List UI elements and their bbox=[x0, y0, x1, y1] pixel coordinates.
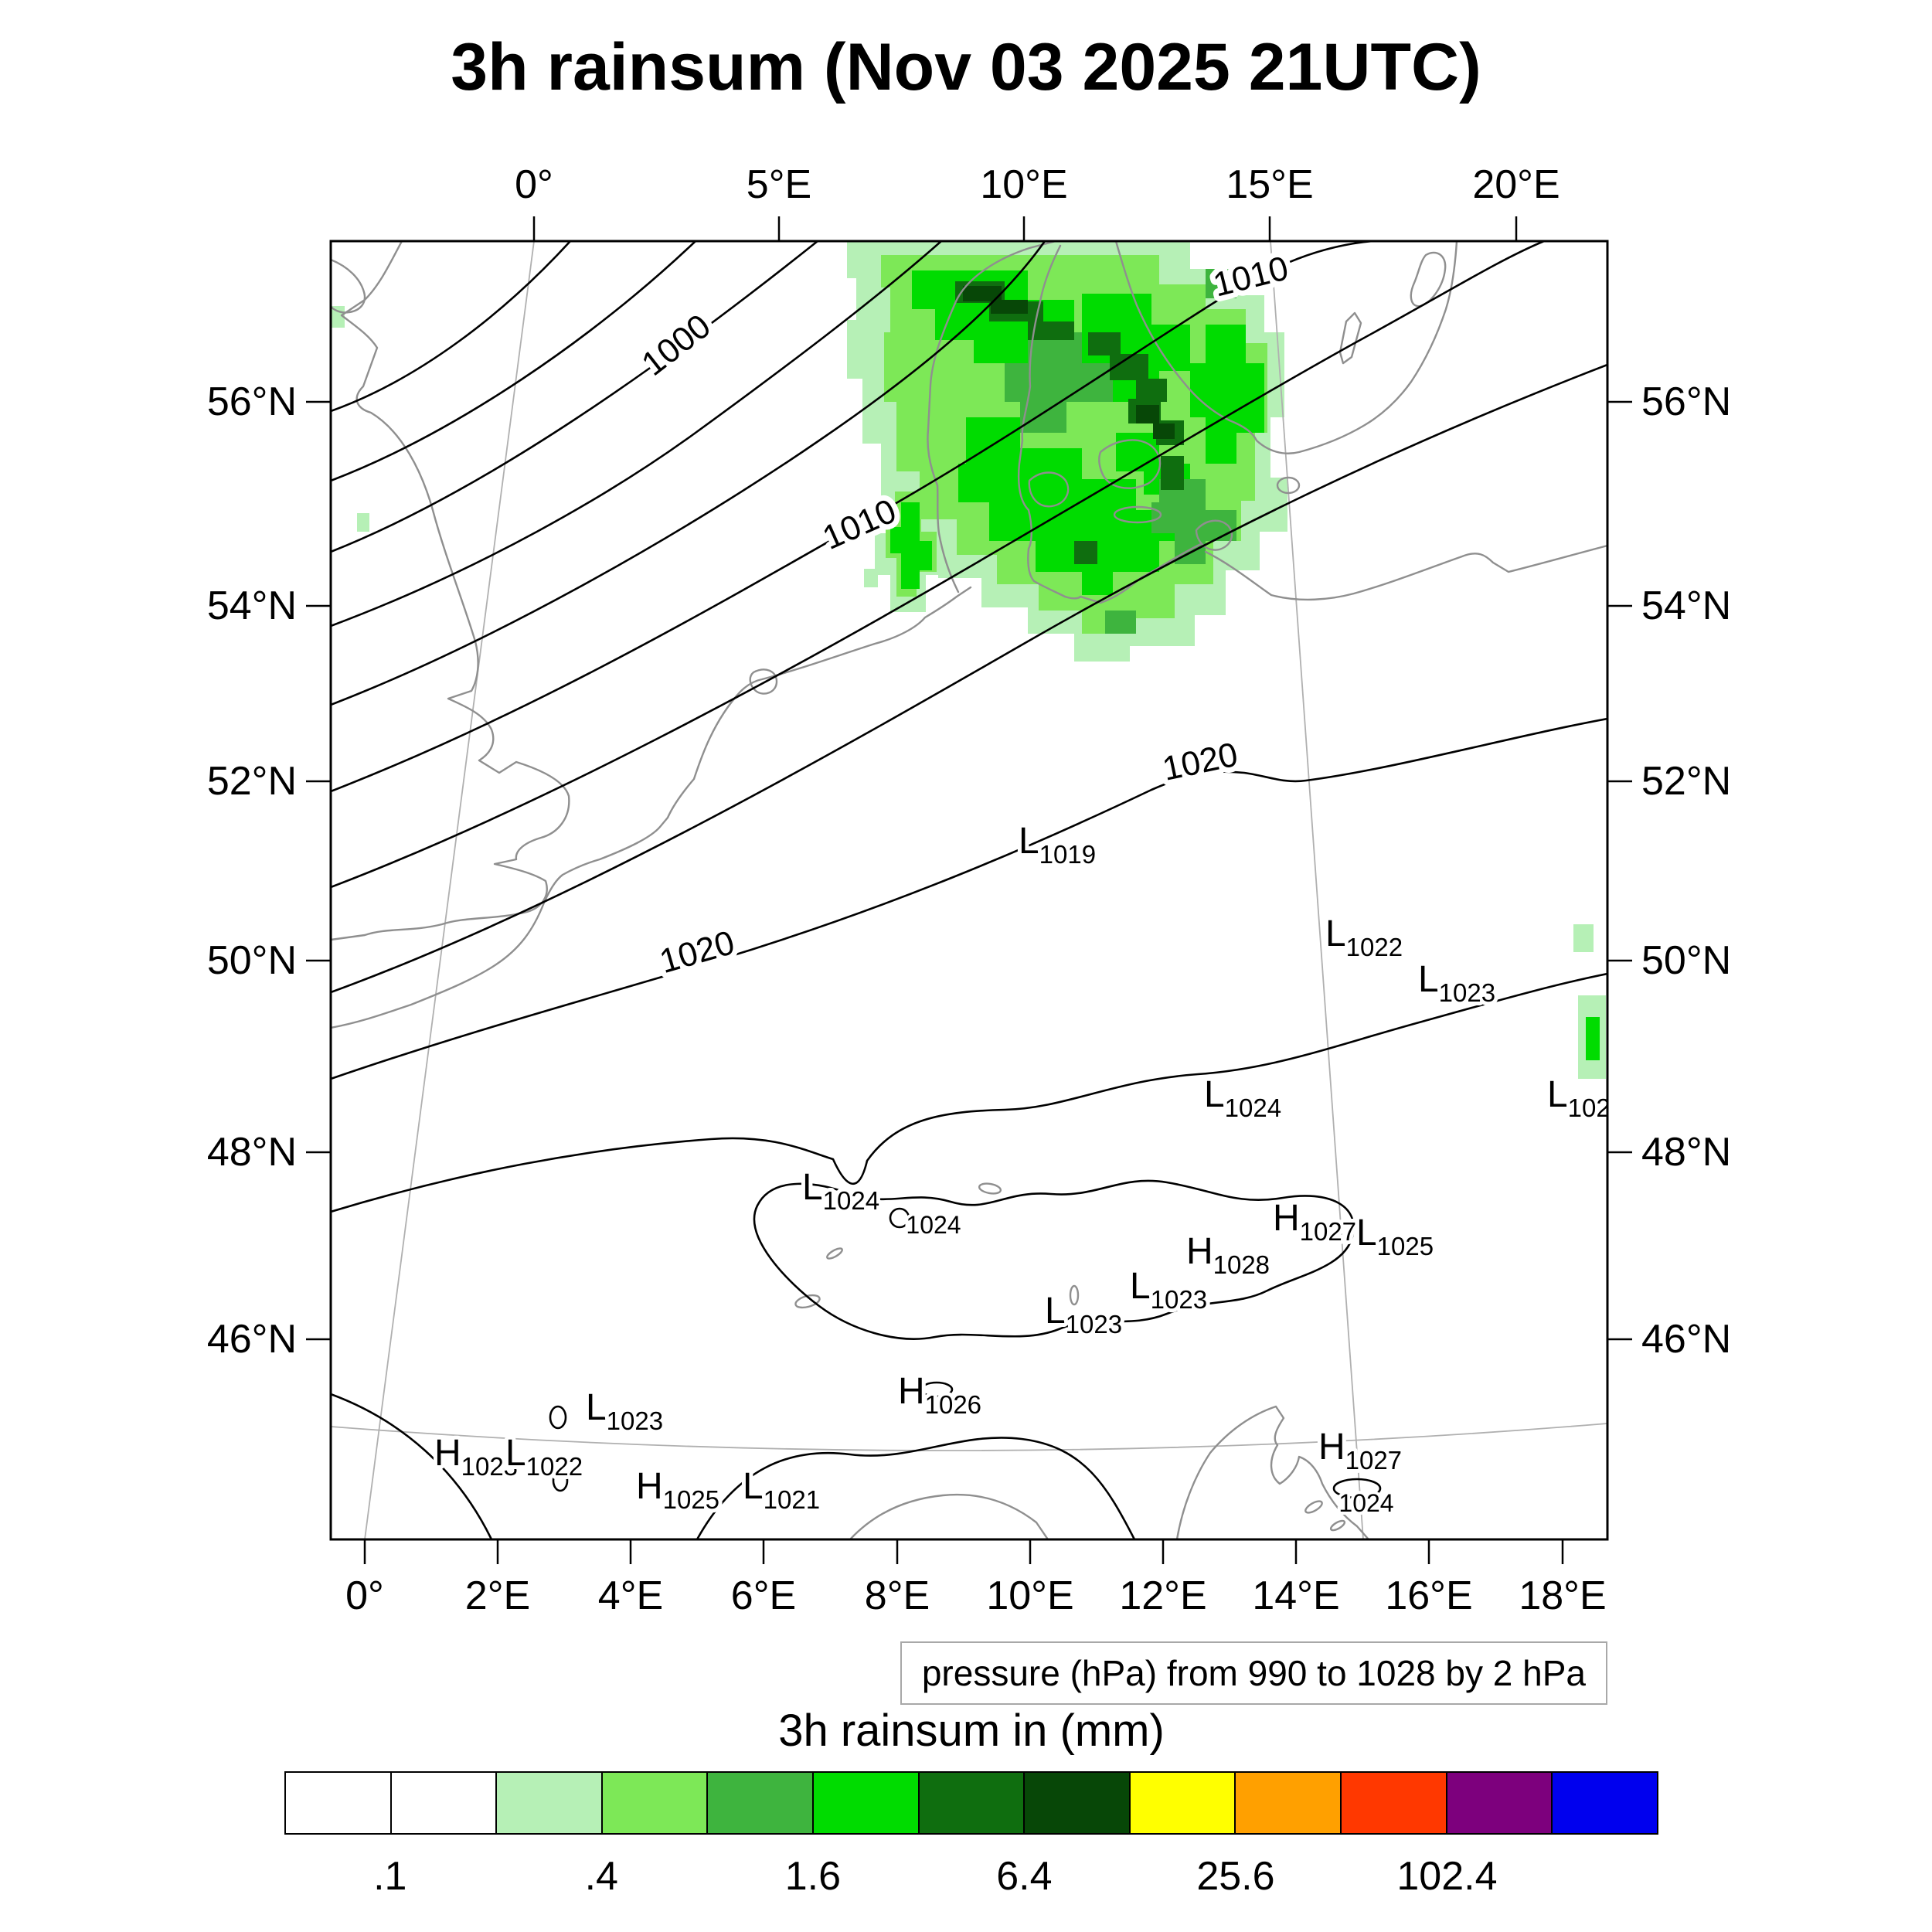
axis-label: 8°E bbox=[865, 1573, 930, 1618]
legend-cell bbox=[600, 1771, 709, 1835]
legend-tick-label: 1.6 bbox=[784, 1854, 841, 1899]
axis-label: 52°N bbox=[207, 759, 297, 804]
axis-label: 14°E bbox=[1252, 1573, 1339, 1618]
pressure-center-l: L1023 bbox=[1418, 959, 1495, 1007]
axis-label: 18°E bbox=[1519, 1573, 1606, 1618]
contour-label: 1010 bbox=[1209, 249, 1292, 304]
pressure-caption-text: pressure (hPa) from 990 to 1028 by 2 hPa bbox=[921, 1653, 1586, 1693]
axis-bottom-labels: 0° 2°E 4°E 6°E 8°E 10°E 12°E 14°E 16°E 18°E bbox=[345, 1573, 1607, 1618]
axis-label: 0° bbox=[515, 162, 553, 207]
map-frame bbox=[329, 240, 1609, 1541]
pressure-center-h: H1027 bbox=[1273, 1198, 1356, 1246]
axis-label: 10°E bbox=[986, 1573, 1073, 1618]
axis-label: 56°N bbox=[1641, 379, 1731, 424]
chart-title: 3h rainsum (Nov 03 2025 21UTC) bbox=[451, 30, 1481, 104]
axis-label: 48°N bbox=[1641, 1130, 1731, 1175]
legend-cell bbox=[1234, 1771, 1342, 1835]
legend-cell bbox=[1128, 1771, 1236, 1835]
axis-label: 12°E bbox=[1119, 1573, 1206, 1618]
isobar-contours bbox=[331, 241, 1607, 1539]
rain-shading-layer bbox=[331, 241, 1606, 1079]
axis-label: 50°N bbox=[207, 938, 297, 983]
pressure-center-l: L1021 bbox=[743, 1466, 820, 1514]
meridian-0 bbox=[364, 241, 535, 1539]
axis-label: 52°N bbox=[1641, 759, 1731, 804]
legend-tick-label: .4 bbox=[584, 1854, 618, 1899]
pressure-center-h: H1027 bbox=[1318, 1427, 1402, 1475]
axis-label: 6°E bbox=[731, 1573, 796, 1618]
axis-label: 48°N bbox=[207, 1130, 297, 1175]
axis-label: 0° bbox=[345, 1573, 384, 1618]
legend-cell bbox=[1551, 1771, 1658, 1835]
axis-label: 2°E bbox=[465, 1573, 530, 1618]
axis-label: 56°N bbox=[207, 379, 297, 424]
parallel-45n bbox=[331, 1423, 1607, 1451]
pressure-center-l: L1023 bbox=[1045, 1291, 1122, 1338]
legend-tick-label: 102.4 bbox=[1396, 1854, 1498, 1899]
legend-cell bbox=[1023, 1771, 1131, 1835]
contour-label: 1000 bbox=[634, 307, 717, 383]
axis-label: 5°E bbox=[747, 162, 811, 207]
minor-contour-label: 1024 bbox=[1338, 1489, 1393, 1517]
axis-label: 54°N bbox=[1641, 583, 1731, 628]
axis-label: 4°E bbox=[598, 1573, 663, 1618]
pressure-center-h: H1028 bbox=[1186, 1231, 1270, 1279]
pressure-center-h: H1026 bbox=[898, 1371, 981, 1419]
axis-label: 16°E bbox=[1385, 1573, 1472, 1618]
pressure-center-l: L1026 bbox=[1547, 1074, 1624, 1122]
axis-right-labels: 56°N 54°N 52°N 50°N 48°N 46°N bbox=[1641, 379, 1731, 1362]
axis-ticks bbox=[306, 216, 1632, 1564]
legend-cell bbox=[917, 1771, 1026, 1835]
pressure-caption: pressure (hPa) from 990 to 1028 by 2 hPa bbox=[900, 1641, 1607, 1705]
axis-label: 46°N bbox=[1641, 1317, 1731, 1362]
axis-label: 20°E bbox=[1472, 162, 1560, 207]
legend-cell bbox=[284, 1771, 392, 1835]
axis-left-labels: 56°N 54°N 52°N 50°N 48°N 46°N bbox=[207, 379, 297, 1362]
legend-tick-label: 6.4 bbox=[996, 1854, 1053, 1899]
pressure-center-l: L1023 bbox=[586, 1387, 663, 1435]
pressure-center-l: L1025 bbox=[1356, 1213, 1434, 1260]
legend-cell bbox=[706, 1771, 815, 1835]
pressure-center-h: H1025 bbox=[636, 1466, 719, 1514]
pressure-center-l: L1019 bbox=[1019, 821, 1096, 869]
minor-contour-labels: 1024 1024 bbox=[903, 1208, 1396, 1520]
pressure-center-l: L1022 bbox=[1325, 913, 1403, 961]
legend-tick-labels: .1 .4 1.6 6.4 25.6 102.4 bbox=[0, 1853, 1932, 1907]
legend-tick-label: .1 bbox=[373, 1854, 407, 1899]
axis-label: 54°N bbox=[207, 583, 297, 628]
axis-label: 46°N bbox=[207, 1317, 297, 1362]
legend-tick-label: 25.6 bbox=[1196, 1854, 1275, 1899]
legend-title: 3h rainsum in (mm) bbox=[778, 1706, 1165, 1756]
contour-label: 1020 bbox=[1159, 736, 1241, 788]
pressure-center-l: L1023 bbox=[1130, 1266, 1207, 1314]
legend-cell bbox=[495, 1771, 603, 1835]
contour-label: 1020 bbox=[655, 923, 739, 981]
legend-cell bbox=[1340, 1771, 1447, 1835]
legend-cell bbox=[812, 1771, 920, 1835]
minor-contour-label: 1024 bbox=[906, 1211, 961, 1239]
axis-label: 10°E bbox=[980, 162, 1067, 207]
graticule bbox=[331, 241, 1607, 1539]
axis-label: 50°N bbox=[1641, 938, 1731, 983]
coastlines bbox=[331, 241, 1607, 1539]
legend-colorbar bbox=[284, 1771, 1658, 1835]
axis-label: 15°E bbox=[1226, 162, 1313, 207]
meridian-15e bbox=[1270, 241, 1364, 1539]
pressure-center-l: L1024 bbox=[1204, 1074, 1281, 1122]
axis-top-labels: 0° 5°E 10°E 15°E 20°E bbox=[515, 162, 1560, 207]
legend-cell bbox=[1445, 1771, 1553, 1835]
legend-cell bbox=[389, 1771, 498, 1835]
